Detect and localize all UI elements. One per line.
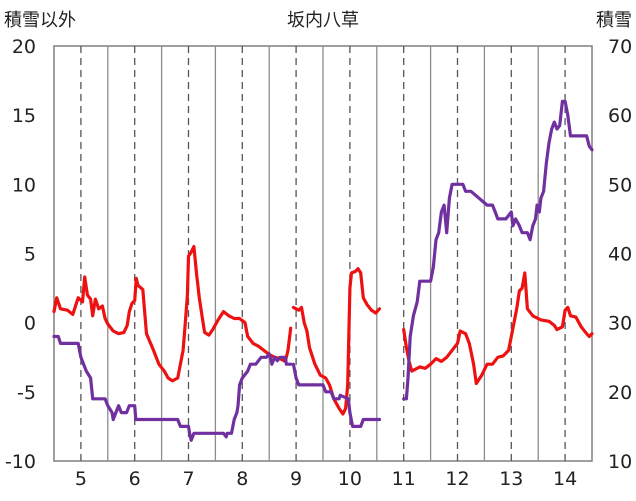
right-tick-label: 40 [608,244,632,266]
x-tick-label: 7 [182,468,194,490]
right-axis-label: 積雪 [596,10,632,31]
right-tick-label: 10 [608,451,632,473]
series-red-line [291,267,382,416]
series-red-line [402,271,594,386]
left-axis-label: 積雪以外 [4,10,76,31]
series-purple-line [52,334,293,442]
left-axis-ticks: -10 -5 0 5 10 15 20 [5,36,36,473]
series-lines [52,99,594,442]
right-tick-label: 50 [608,174,632,196]
x-tick-label: 11 [392,468,416,490]
x-tick-label: 9 [290,468,302,490]
vertical-gridlines [80,46,566,461]
left-tick-label: -5 [17,382,36,404]
left-tick-label: 0 [24,313,36,335]
left-tick-label: 5 [24,244,36,266]
x-tick-label: 10 [338,468,362,490]
chart-title: 坂内八草 [287,10,359,31]
series-purple-line [291,362,382,428]
left-tick-label: 15 [12,105,36,127]
series-purple-line [402,99,594,401]
right-tick-label: 70 [608,36,632,58]
left-tick-label: 20 [12,36,36,58]
x-tick-label: 5 [75,468,87,490]
left-tick-label: -10 [5,451,36,473]
right-tick-label: 30 [608,313,632,335]
right-tick-label: 60 [608,105,632,127]
series-red-line [52,245,293,383]
left-tick-label: 10 [12,174,36,196]
right-tick-label: 20 [608,382,632,404]
x-tick-label: 12 [445,468,469,490]
x-tick-label: 6 [129,468,141,490]
x-tick-label: 14 [553,468,577,490]
x-tick-label: 8 [236,468,248,490]
x-tick-label: 13 [499,468,523,490]
x-axis-ticks: 5 6 7 8 9 10 11 12 13 14 [75,468,577,490]
right-axis-ticks: 10 20 30 40 50 60 70 [608,36,632,473]
